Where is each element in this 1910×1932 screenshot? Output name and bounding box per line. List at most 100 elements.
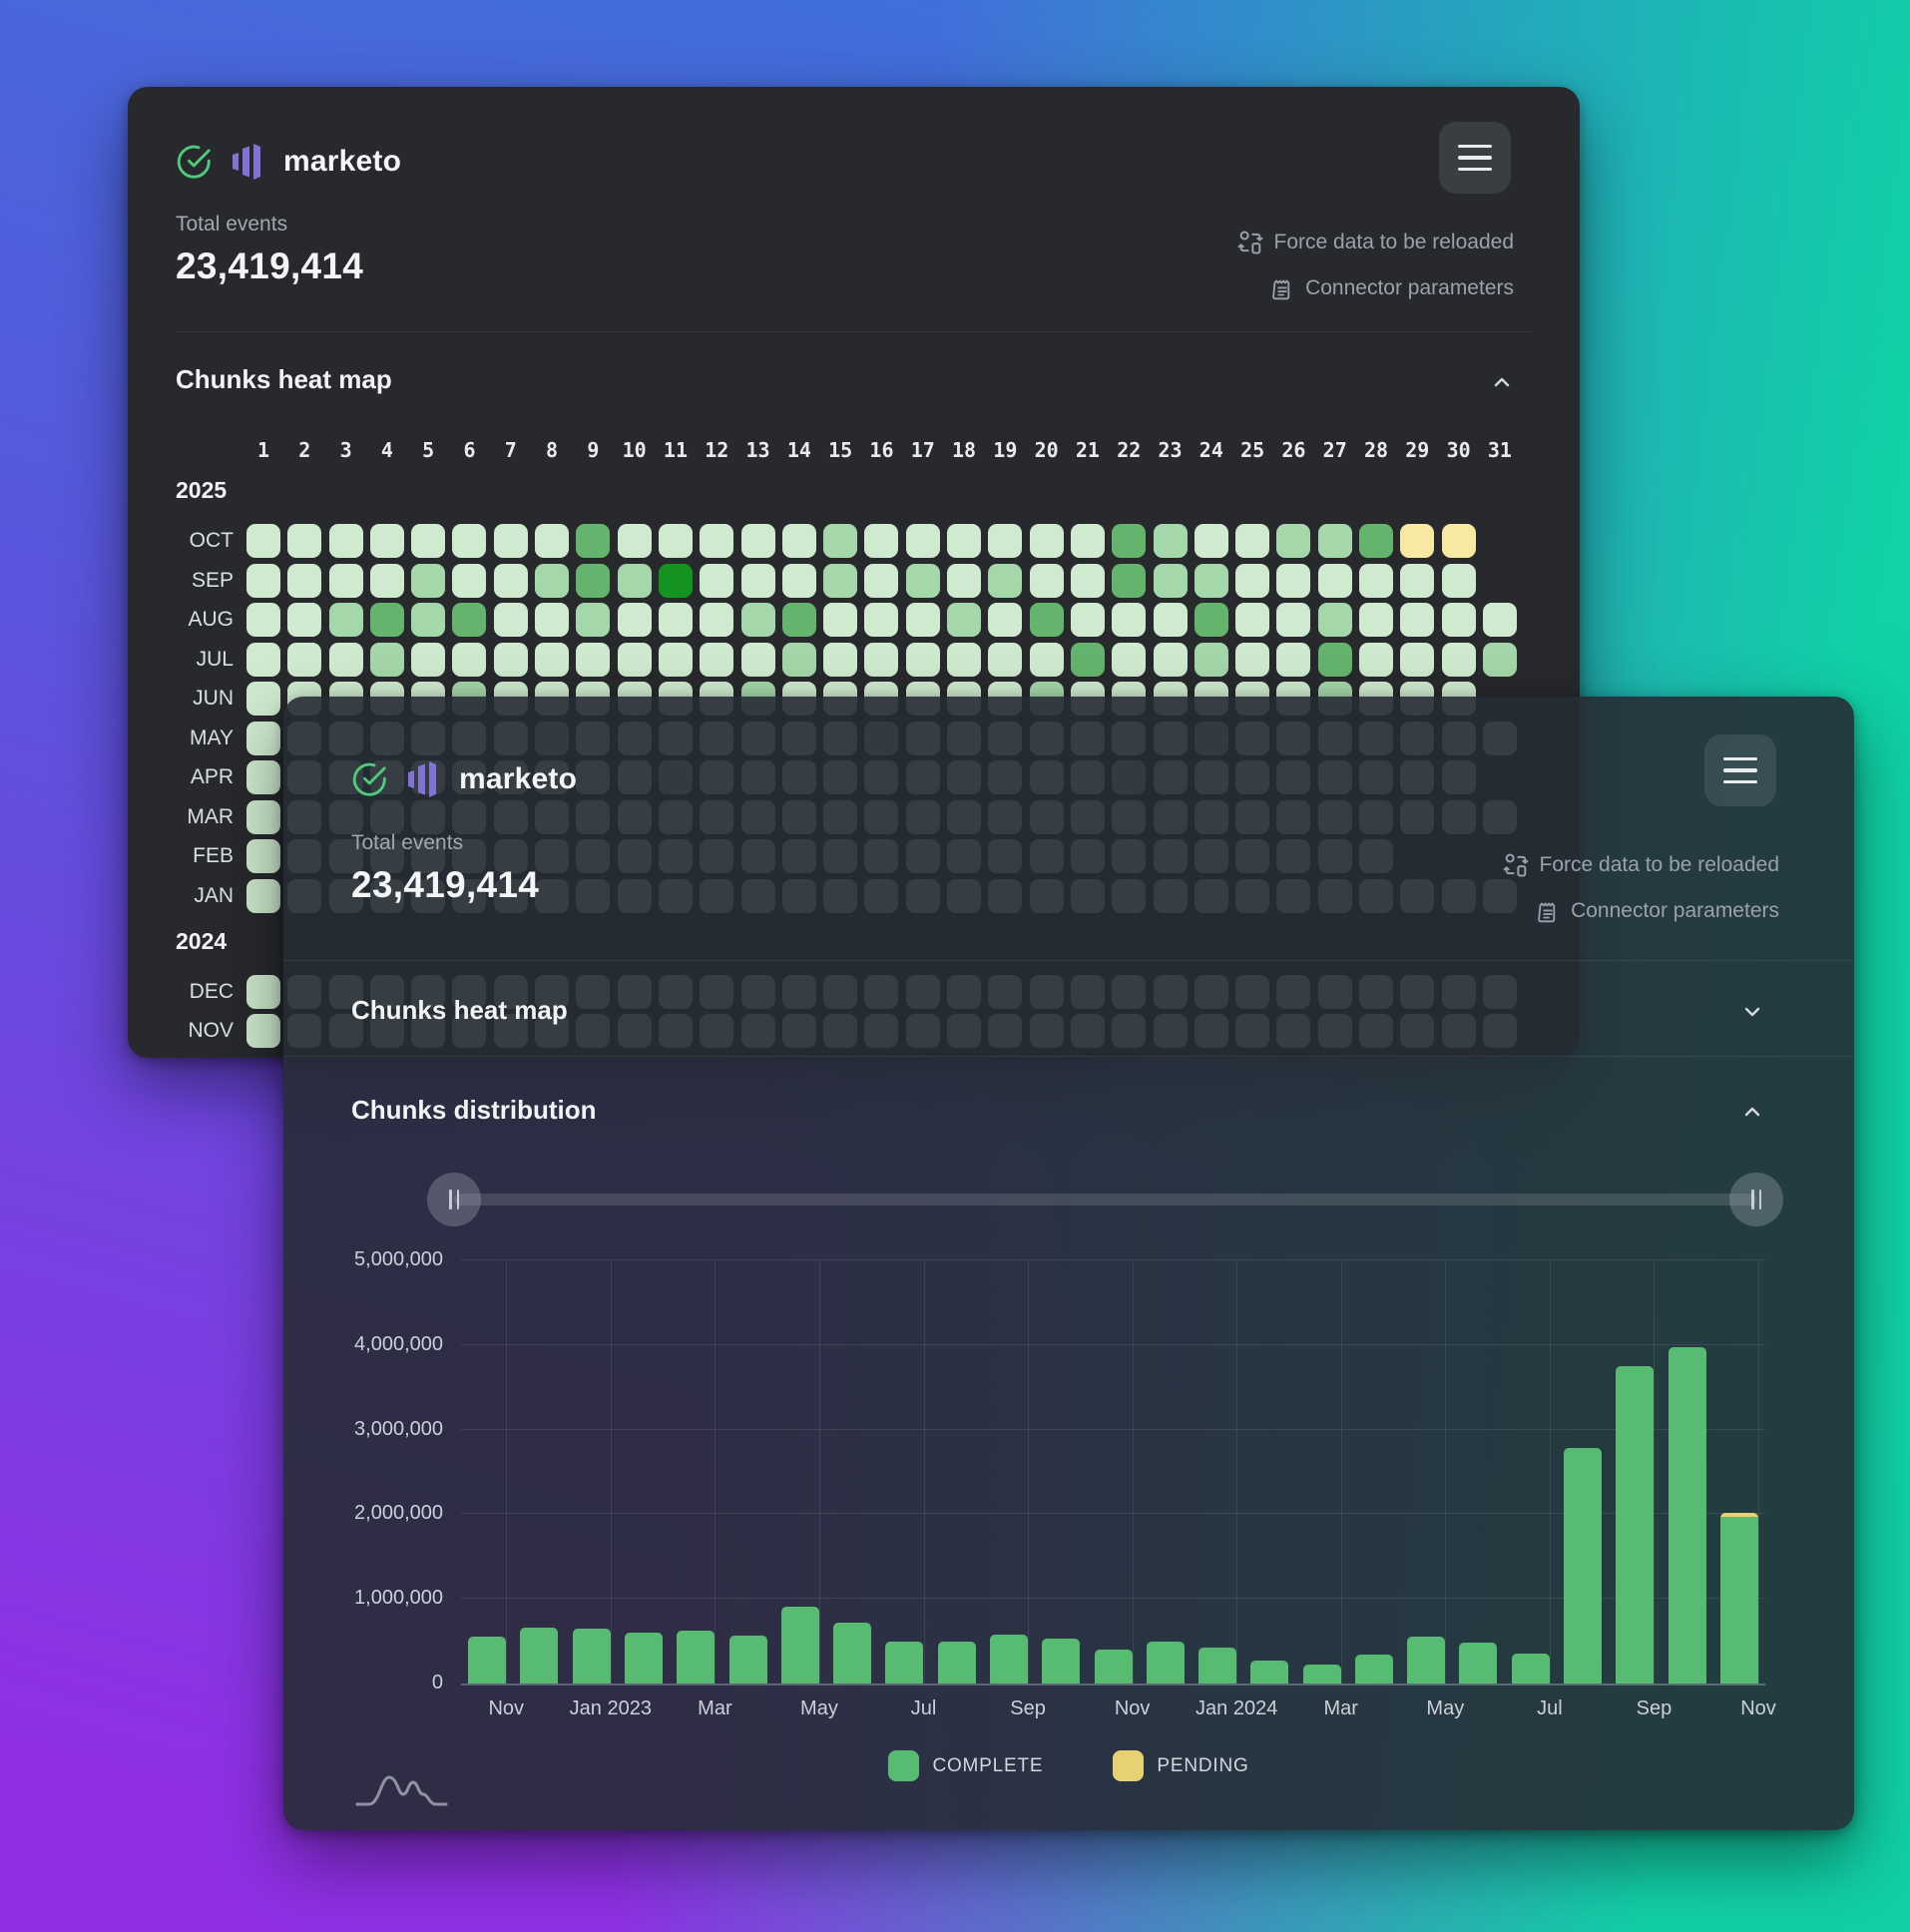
bar-segment-complete: [520, 1628, 559, 1684]
heatmap-year-label: 2024: [176, 927, 228, 954]
heatmap-cell: [947, 563, 982, 598]
bar-segment-complete: [1042, 1639, 1081, 1684]
menu-button[interactable]: [1704, 734, 1776, 806]
heatmap-day-label: 25: [1240, 438, 1265, 462]
chevron-down-icon[interactable]: [1740, 1000, 1764, 1024]
heatmap-day-label: 6: [463, 438, 476, 462]
x-axis-tick-label: Nov: [1740, 1697, 1776, 1719]
bar-segment-complete: [1719, 1516, 1758, 1684]
heatmap-month-label: MAY: [190, 725, 234, 749]
heatmap-day-label: 23: [1158, 438, 1183, 462]
distribution-section-title: Chunks distribution: [351, 1095, 597, 1125]
x-axis-tick-label: Sep: [1010, 1697, 1046, 1719]
bar-segment-complete: [833, 1622, 872, 1684]
range-slider-handle-right[interactable]: [1729, 1173, 1783, 1226]
check-circle-icon: [177, 145, 211, 179]
bar-segment-complete: [885, 1641, 924, 1684]
legend-item-complete: COMPLETE: [888, 1750, 1043, 1781]
chart-bar: [1459, 1643, 1498, 1684]
chart-bar: [728, 1635, 767, 1684]
heatmap-cell: [1194, 524, 1228, 558]
bar-segment-complete: [1146, 1642, 1185, 1684]
heatmap-cell: [1400, 642, 1435, 677]
heatmap-day-header: 1 2 3 4 5 6 7 8 9 10 11 12 13 14 15 16 17 18 19 20 21 22 23 24 2…: [128, 438, 1580, 462]
chevron-up-icon[interactable]: [1490, 370, 1514, 394]
heatmap-cell: [823, 642, 858, 677]
heatmap-day-label: 24: [1198, 438, 1223, 462]
chart-bar: [1719, 1512, 1758, 1684]
chunks-distribution-chart: Nov Jan 2023 Mar May Jul Sep Nov Jan 2024 Mar May…: [354, 1248, 1776, 1719]
divider: [176, 331, 1532, 332]
heatmap-year-label: 2025: [176, 477, 228, 503]
gridline-vertical: [715, 1260, 716, 1684]
heatmap-cell: [1276, 603, 1311, 637]
connector-parameters-action[interactable]: Connector parameters: [1535, 898, 1779, 924]
heatmap-cell: [1029, 603, 1064, 637]
heatmap-cell: [1235, 524, 1270, 558]
heatmap-cell: [823, 563, 858, 598]
force-reload-label: Force data to be reloaded: [1539, 853, 1780, 876]
menu-button[interactable]: [1439, 122, 1511, 194]
heatmap-cell: [1317, 642, 1352, 677]
heatmap-day-label: 7: [504, 438, 517, 462]
heatmap-cell: [411, 524, 446, 558]
heatmap-cell: [740, 642, 775, 677]
heatmap-cell: [658, 524, 693, 558]
heatmap-cell: [905, 563, 940, 598]
x-axis-tick-label: Jan 2023: [569, 1697, 652, 1719]
bar-segment-complete: [780, 1606, 819, 1684]
heatmap-cell: [576, 563, 611, 598]
total-events-value: 23,419,414: [176, 245, 364, 286]
legend-label-pending: PENDING: [1157, 1754, 1249, 1776]
heatmap-cell: [1194, 563, 1228, 598]
heatmap-cell: [658, 603, 693, 637]
heatmap-cell: [1194, 642, 1228, 677]
heatmap-month-label: NOV: [188, 1019, 234, 1042]
chart-bar: [1407, 1637, 1446, 1684]
x-axis-tick-label: May: [800, 1697, 838, 1719]
chart-bar: [1146, 1642, 1185, 1684]
chart-bar: [520, 1628, 559, 1684]
heatmap-cell: [287, 563, 322, 598]
heatmap-cell: [411, 563, 446, 598]
heatmap-cell: [1359, 603, 1394, 637]
y-axis-tick-label: 0: [431, 1672, 443, 1693]
heatmap-month-label: FEB: [193, 844, 234, 867]
heatmap-day-label: 14: [786, 438, 811, 462]
heatmap-cell: [617, 563, 652, 598]
heatmap-cell: [1029, 563, 1064, 598]
total-events-label: Total events: [176, 213, 288, 236]
heatmap-cell: [1153, 642, 1188, 677]
bar-segment-complete: [1094, 1650, 1133, 1684]
heatmap-cell: [246, 682, 280, 716]
gridline-vertical: [506, 1260, 508, 1684]
bar-segment-complete: [1564, 1448, 1603, 1684]
heatmap-day-label: 13: [745, 438, 770, 462]
date-range-slider-track[interactable]: [454, 1194, 1756, 1206]
heatmap-cell: [1400, 563, 1435, 598]
heatmap-day-label: 2: [298, 438, 311, 462]
connector-parameters-action[interactable]: Connector parameters: [1269, 275, 1514, 301]
heatmap-month-label: MAR: [187, 804, 234, 828]
force-reload-action[interactable]: Force data to be reloaded: [1236, 229, 1515, 256]
chart-bar: [1094, 1650, 1133, 1684]
heatmap-cell: [1359, 524, 1394, 558]
connector-parameters-label: Connector parameters: [1571, 899, 1779, 922]
total-events: Total events 23,419,414: [351, 831, 539, 906]
connector-parameters-label: Connector parameters: [1305, 276, 1514, 299]
heatmap-section-title: Chunks heat map: [176, 364, 392, 394]
heatmap-cell: [1029, 524, 1064, 558]
heatmap-cell: [535, 603, 570, 637]
heatmap-cell: [988, 603, 1023, 637]
gridline-vertical: [1445, 1260, 1447, 1684]
heatmap-cell: [1441, 524, 1476, 558]
y-axis-tick-label: 3,000,000: [354, 1417, 443, 1440]
range-slider-handle-left[interactable]: [427, 1173, 481, 1226]
heatmap-month-label: SEP: [191, 568, 234, 592]
chevron-up-icon[interactable]: [1740, 1100, 1764, 1124]
heatmap-cell: [781, 642, 816, 677]
force-reload-action[interactable]: Force data to be reloaded: [1502, 851, 1780, 879]
heatmap-day-label: 4: [380, 438, 393, 462]
bar-segment-complete: [1511, 1654, 1550, 1684]
force-reload-label: Force data to be reloaded: [1273, 231, 1515, 253]
